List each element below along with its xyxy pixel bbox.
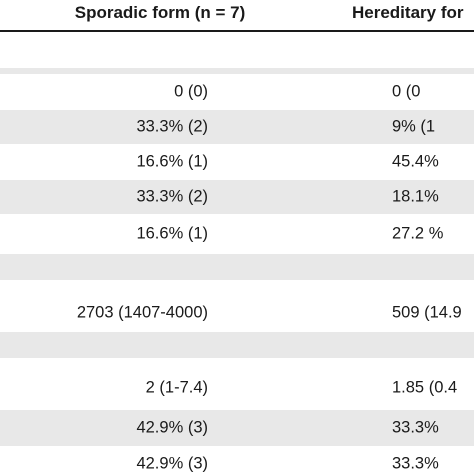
- cell-sporadic: 42.9% (3): [136, 454, 208, 473]
- table-row: [0, 254, 474, 280]
- table-row: 33.3% (2) 18.1%: [0, 180, 474, 214]
- table-row: 16.6% (1) 45.4%: [0, 144, 474, 180]
- cell-hereditary: 18.1%: [392, 187, 439, 206]
- cell-hereditary: 33.3%: [392, 418, 439, 437]
- cell-sporadic: 33.3% (2): [136, 117, 208, 136]
- table-row: 33.3% (2) 9% (1: [0, 110, 474, 144]
- table-row: 2 (1-7.4) 1.85 (0.4: [0, 358, 474, 410]
- table-row: 2703 (1407-4000) 509 (14.9: [0, 280, 474, 332]
- header-sporadic-form: Sporadic form (n = 7): [74, 3, 246, 22]
- cell-hereditary: 0 (0: [392, 82, 421, 101]
- cell-hereditary: 27.2 %: [392, 224, 444, 243]
- table-row: 0 (0) 0 (0: [0, 74, 474, 110]
- cell-sporadic: 2703 (1407-4000): [76, 303, 208, 322]
- header-hereditary-form: Hereditary for: [352, 3, 464, 22]
- cell-hereditary: 509 (14.9: [392, 303, 462, 322]
- cell-sporadic: 0 (0): [174, 82, 208, 101]
- table-row: 42.9% (3) 33.3%: [0, 446, 474, 474]
- cell-sporadic: 16.6% (1): [136, 224, 208, 243]
- cell-sporadic: 16.6% (1): [136, 152, 208, 171]
- table-header: Sporadic form (n = 7) Hereditary for: [0, 0, 474, 32]
- cell-hereditary: 1.85 (0.4: [392, 378, 458, 397]
- cell-hereditary: 33.3%: [392, 454, 439, 473]
- table-row: 16.6% (1) 27.2 %: [0, 214, 474, 254]
- cell-sporadic: 33.3% (2): [136, 187, 208, 206]
- cell-hereditary: 9% (1: [392, 117, 436, 136]
- cell-hereditary: 45.4%: [392, 152, 439, 171]
- cell-sporadic: 42.9% (3): [136, 418, 208, 437]
- cell-sporadic: 2 (1-7.4): [145, 378, 208, 397]
- table-row: [0, 332, 474, 358]
- table-row: [0, 32, 474, 68]
- table-row: 42.9% (3) 33.3%: [0, 410, 474, 446]
